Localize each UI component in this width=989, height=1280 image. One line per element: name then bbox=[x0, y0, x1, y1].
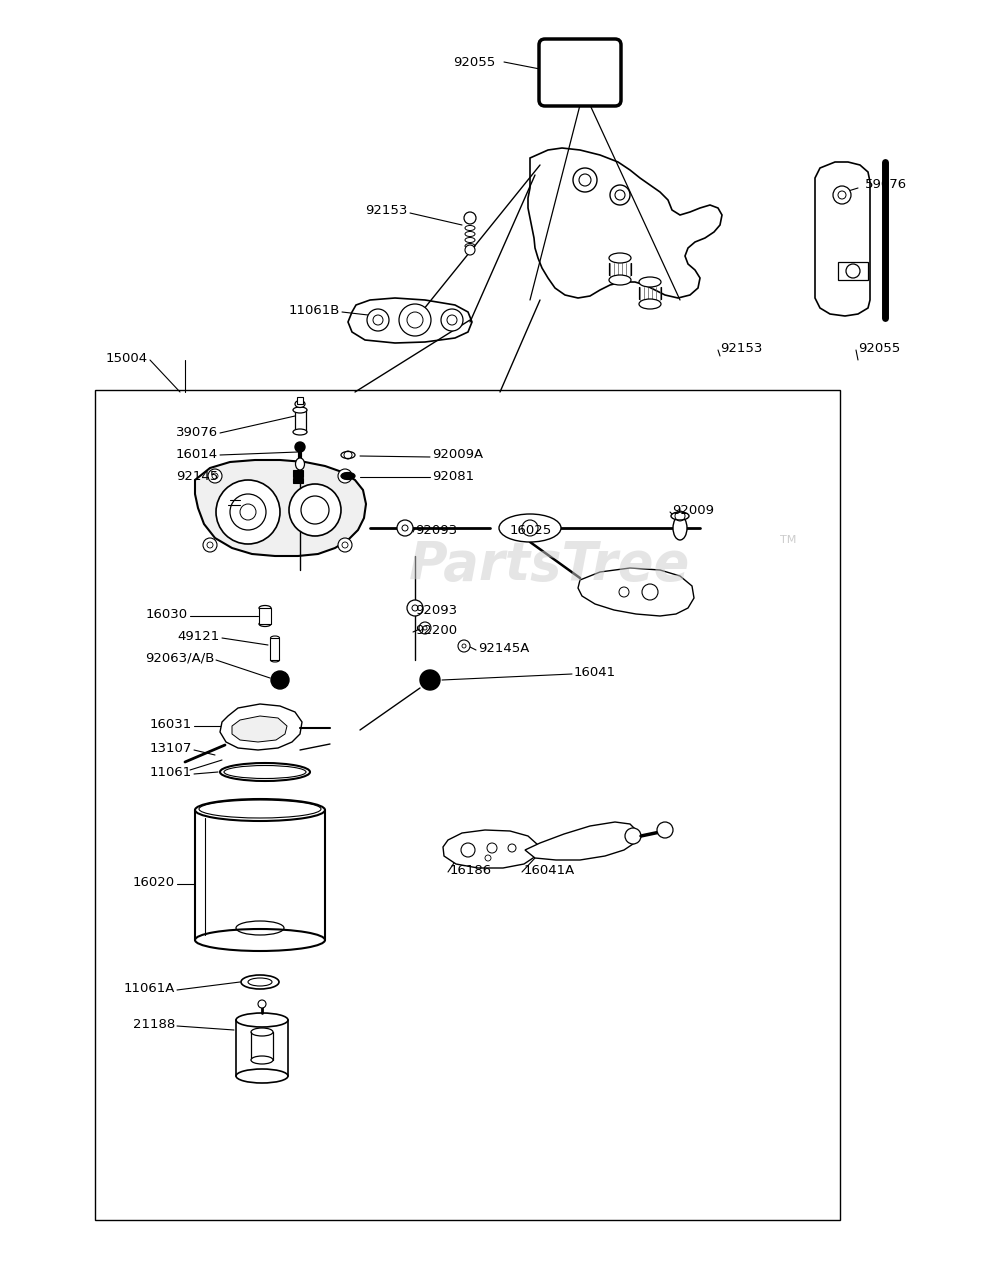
Circle shape bbox=[573, 168, 597, 192]
Circle shape bbox=[419, 622, 431, 634]
Bar bbox=[270, 637, 279, 660]
Text: 16031: 16031 bbox=[149, 718, 192, 731]
Text: PartsTrее: PartsTrее bbox=[409, 539, 690, 591]
Polygon shape bbox=[195, 460, 366, 556]
Ellipse shape bbox=[673, 516, 687, 540]
Text: 92081: 92081 bbox=[432, 470, 474, 483]
Circle shape bbox=[625, 828, 641, 844]
Circle shape bbox=[271, 671, 289, 689]
FancyBboxPatch shape bbox=[539, 38, 621, 106]
Circle shape bbox=[610, 186, 630, 205]
Bar bbox=[259, 608, 271, 623]
Text: 16020: 16020 bbox=[133, 876, 175, 888]
Polygon shape bbox=[525, 822, 638, 860]
Ellipse shape bbox=[271, 658, 280, 662]
Polygon shape bbox=[443, 829, 538, 868]
Text: 59076: 59076 bbox=[865, 178, 907, 192]
Circle shape bbox=[833, 186, 851, 204]
Text: TM: TM bbox=[780, 535, 796, 545]
Text: 92145A: 92145A bbox=[478, 641, 529, 654]
Polygon shape bbox=[232, 716, 287, 742]
Ellipse shape bbox=[236, 1069, 288, 1083]
Circle shape bbox=[399, 303, 431, 335]
Circle shape bbox=[338, 468, 352, 483]
Circle shape bbox=[657, 822, 673, 838]
Ellipse shape bbox=[236, 1012, 288, 1027]
Text: 16025: 16025 bbox=[510, 524, 552, 536]
Bar bbox=[838, 262, 868, 280]
Polygon shape bbox=[578, 568, 694, 616]
Circle shape bbox=[846, 264, 860, 278]
Text: 92153: 92153 bbox=[366, 204, 408, 216]
Ellipse shape bbox=[195, 799, 325, 820]
Ellipse shape bbox=[259, 605, 271, 611]
Bar bbox=[295, 410, 306, 431]
Text: 21188: 21188 bbox=[133, 1018, 175, 1030]
Text: 92055: 92055 bbox=[453, 55, 495, 69]
Text: 92153: 92153 bbox=[720, 342, 763, 355]
Circle shape bbox=[441, 308, 463, 332]
Text: 11061B: 11061B bbox=[289, 303, 340, 316]
Circle shape bbox=[464, 212, 476, 224]
Text: 13107: 13107 bbox=[149, 741, 192, 754]
Bar bbox=[297, 397, 303, 404]
Ellipse shape bbox=[639, 300, 661, 308]
Text: 16041A: 16041A bbox=[524, 864, 576, 877]
Ellipse shape bbox=[295, 401, 305, 407]
Ellipse shape bbox=[293, 407, 307, 413]
Text: 16186: 16186 bbox=[450, 864, 493, 877]
Circle shape bbox=[208, 468, 222, 483]
Text: 11061: 11061 bbox=[149, 765, 192, 778]
Circle shape bbox=[289, 484, 341, 536]
Ellipse shape bbox=[241, 975, 279, 989]
Text: 16041: 16041 bbox=[574, 666, 616, 678]
Ellipse shape bbox=[271, 636, 280, 640]
Circle shape bbox=[216, 480, 280, 544]
Ellipse shape bbox=[293, 429, 307, 435]
Ellipse shape bbox=[251, 1028, 273, 1036]
Circle shape bbox=[397, 520, 413, 536]
Text: 92063/A/B: 92063/A/B bbox=[144, 652, 214, 664]
Circle shape bbox=[458, 640, 470, 652]
Circle shape bbox=[367, 308, 389, 332]
Polygon shape bbox=[815, 163, 870, 316]
Polygon shape bbox=[348, 298, 472, 343]
Text: 92055: 92055 bbox=[858, 342, 900, 355]
Circle shape bbox=[465, 244, 475, 255]
Polygon shape bbox=[220, 704, 302, 750]
Ellipse shape bbox=[195, 929, 325, 951]
Text: 92200: 92200 bbox=[415, 623, 457, 636]
Circle shape bbox=[203, 538, 217, 552]
Text: 92009: 92009 bbox=[672, 503, 714, 517]
Circle shape bbox=[295, 442, 305, 452]
Bar bbox=[293, 470, 303, 477]
Bar bbox=[293, 477, 303, 483]
Ellipse shape bbox=[341, 472, 355, 480]
Text: 15004: 15004 bbox=[106, 352, 148, 365]
Text: 11061A: 11061A bbox=[124, 982, 175, 995]
Text: 39076: 39076 bbox=[176, 426, 218, 439]
Text: 92093: 92093 bbox=[415, 603, 457, 617]
Circle shape bbox=[407, 600, 423, 616]
Text: 92093: 92093 bbox=[415, 524, 457, 536]
Text: 92145: 92145 bbox=[176, 470, 218, 483]
Bar bbox=[95, 390, 840, 1220]
Circle shape bbox=[420, 669, 440, 690]
Ellipse shape bbox=[296, 458, 305, 470]
Text: 16030: 16030 bbox=[145, 608, 188, 621]
Ellipse shape bbox=[609, 253, 631, 262]
Circle shape bbox=[258, 1000, 266, 1009]
Polygon shape bbox=[528, 148, 722, 298]
Ellipse shape bbox=[259, 622, 271, 626]
Ellipse shape bbox=[251, 1056, 273, 1064]
Circle shape bbox=[338, 538, 352, 552]
Text: 49121: 49121 bbox=[178, 630, 220, 643]
Ellipse shape bbox=[499, 515, 561, 541]
Ellipse shape bbox=[639, 276, 661, 287]
Ellipse shape bbox=[341, 452, 355, 458]
Ellipse shape bbox=[609, 275, 631, 285]
Ellipse shape bbox=[671, 512, 689, 520]
Text: 16014: 16014 bbox=[176, 448, 218, 462]
Text: 92009A: 92009A bbox=[432, 448, 483, 462]
